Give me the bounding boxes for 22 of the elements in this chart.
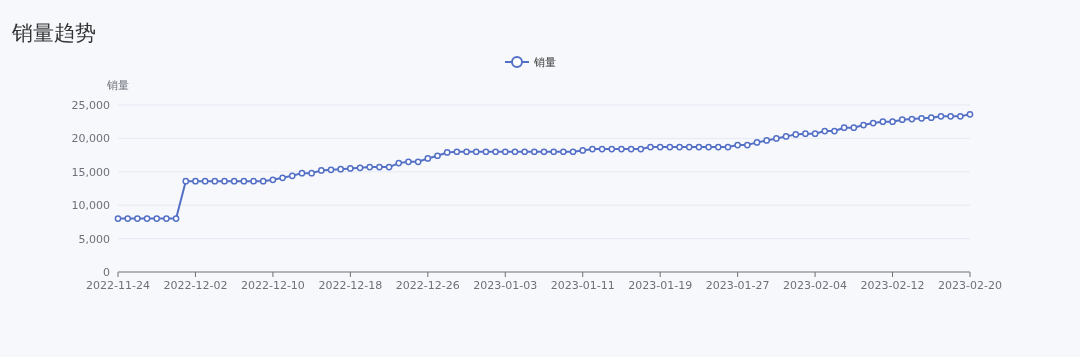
legend: 销量 (504, 56, 556, 69)
x-tick-label: 2022-12-10 (240, 279, 305, 292)
y-tick-label: 10,000 (71, 199, 110, 213)
chart-title: 销量趋势 (11, 21, 96, 45)
legend-label: 销量 (533, 56, 556, 69)
y-tick-label: 20,000 (71, 132, 110, 146)
y-tick-label: 0 (103, 266, 110, 279)
x-tick-label: 2023-01-19 (628, 279, 693, 292)
x-tick-label: 2023-01-03 (473, 279, 538, 292)
x-tick-label: 2023-02-20 (938, 279, 1002, 292)
x-tick-label: 2023-02-04 (783, 279, 848, 292)
x-tick-label: 2022-11-24 (86, 279, 150, 292)
x-tick-label: 2023-01-27 (705, 279, 770, 292)
x-tick-label: 2022-12-02 (163, 279, 228, 292)
x-tick-label: 2022-12-18 (318, 279, 383, 292)
y-tick-label: 25,000 (71, 99, 110, 112)
y-tick-label: 5,000 (78, 232, 110, 246)
x-tick-label: 2022-12-26 (395, 279, 460, 292)
y-tick-label: 15,000 (71, 165, 110, 179)
x-tick-label: 2023-01-11 (550, 279, 615, 292)
x-tick-label: 2023-02-12 (860, 279, 925, 292)
y-axis-title: 销量 (106, 79, 129, 92)
